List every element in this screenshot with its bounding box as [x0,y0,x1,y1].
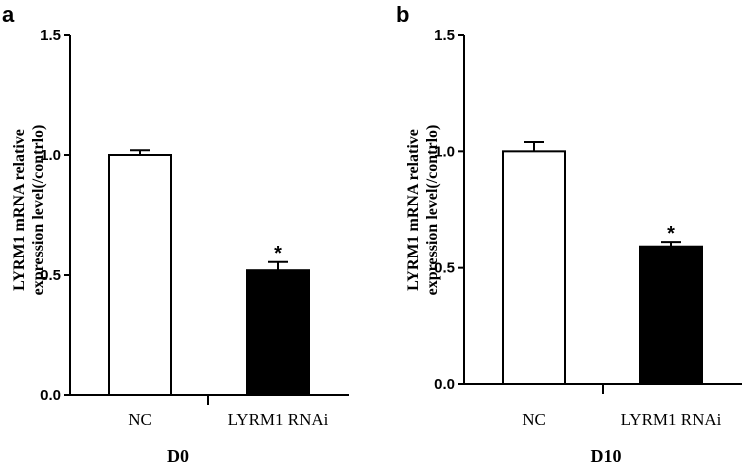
significance-marker: * [667,223,675,245]
panel-letter: b [396,2,409,27]
y-axis-label: LYRM1 mRNA relative expression level(/con… [405,125,441,296]
bar-nc [108,154,172,396]
x-category-label: LYRM1 RNAi [621,410,722,429]
bar-nc [502,150,566,385]
chart-panel-a: a 0.0 0.5 1.0 1.5 NC * LYRM1 RNAi D0 LYRM1 mRNA r… [2,2,349,466]
x-group-label: D0 [167,446,189,466]
y-axis-label-line: expression level(/contrlo) [424,125,441,296]
bar-lyrm1-rnai [639,245,703,385]
y-axis-label-line: expression level(/contrlo) [30,125,47,296]
y-tick-label: 0.0 [40,387,61,404]
y-axis-label-line: LYRM1 mRNA relative [405,129,422,291]
x-category-label: NC [128,410,152,429]
x-category-label: LYRM1 RNAi [228,410,329,429]
y-tick-label: 1.0 [434,143,455,160]
significance-marker: * [274,243,282,265]
y-axis-label: LYRM1 mRNA relative expression level(/con… [11,125,47,296]
y-axis-label-line: LYRM1 mRNA relative [11,129,28,291]
chart-panel-b: b 0.0 0.5 1.0 1.5 NC * LYRM1 RNAi D10 LYRM1 mRNA … [396,2,742,466]
y-tick-label: 0.5 [434,260,455,277]
y-tick-label: 1.5 [434,27,455,44]
y-tick-label: 1.0 [40,147,61,164]
x-group-label: D10 [591,446,622,466]
y-tick-label: 0.5 [40,267,61,284]
x-category-label: NC [522,410,546,429]
y-tick-label: 0.0 [434,376,455,393]
bar-lyrm1-rnai [246,269,310,397]
panel-letter: a [2,2,15,27]
y-tick-label: 1.5 [40,27,61,44]
